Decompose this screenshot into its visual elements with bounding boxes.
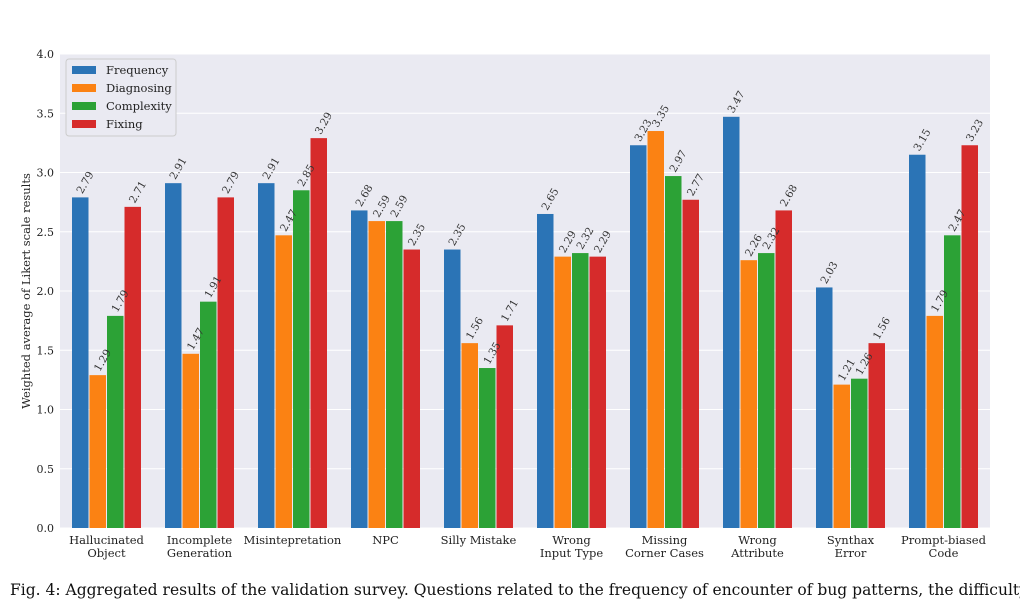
- bar-diagnosing: [554, 256, 571, 528]
- bar-fixing: [868, 343, 885, 528]
- x-tick-label: Corner Cases: [625, 546, 704, 560]
- x-tick-label: Synthax: [827, 533, 875, 547]
- y-tick-label: 1.0: [37, 404, 55, 417]
- y-tick-label: 3.0: [37, 167, 55, 180]
- bar-diagnosing: [275, 235, 292, 528]
- x-tick-label: Generation: [167, 546, 233, 560]
- bar-complexity: [944, 235, 961, 528]
- y-tick-label: 2.5: [37, 226, 55, 239]
- bar-frequency: [165, 183, 182, 529]
- y-tick-label: 0.0: [37, 522, 55, 535]
- bar-complexity: [665, 176, 682, 528]
- legend-swatch: [72, 120, 96, 128]
- bar-fixing: [496, 325, 513, 528]
- bar-diagnosing: [89, 375, 106, 528]
- bar-fixing: [124, 206, 141, 529]
- bar-fixing: [217, 197, 234, 528]
- bar-complexity: [386, 221, 403, 528]
- bar-diagnosing: [833, 384, 850, 528]
- bar-frequency: [351, 210, 368, 529]
- bar-chart: 2.791.291.792.712.911.471.912.792.912.47…: [19, 48, 990, 560]
- x-tick-label: Incomplete: [167, 533, 233, 547]
- bar-fixing: [403, 249, 420, 528]
- bar-diagnosing: [647, 131, 664, 528]
- y-tick-label: 4.0: [37, 48, 55, 61]
- y-tick-label: 1.5: [37, 344, 55, 357]
- legend-box: [65, 58, 177, 137]
- bar-frequency: [258, 183, 275, 529]
- bar-fixing: [310, 138, 327, 528]
- x-tick-label: NPC: [372, 533, 399, 547]
- x-tick-label: Object: [87, 546, 126, 560]
- x-tick-label: Misintepretation: [244, 533, 342, 547]
- bar-frequency: [909, 154, 926, 528]
- x-tick-label: Missing: [642, 533, 688, 547]
- legend: Frequency Diagnosing Complexity Fixing: [65, 58, 177, 137]
- bar-frequency: [630, 145, 647, 528]
- bar-frequency: [444, 249, 461, 528]
- bar-complexity: [572, 253, 589, 528]
- bar-fixing: [589, 256, 606, 528]
- legend-swatch: [72, 102, 96, 110]
- x-tick-label: Wrong: [738, 533, 777, 547]
- bar-diagnosing: [926, 315, 943, 528]
- bar-diagnosing: [182, 353, 199, 528]
- figure-caption: Fig. 4: Aggregated results of the valida…: [10, 581, 1020, 599]
- bar-frequency: [537, 213, 554, 528]
- bar-fixing: [682, 199, 699, 528]
- x-tick-label: Wrong: [552, 533, 591, 547]
- x-tick-label: Error: [835, 546, 867, 560]
- bar-frequency: [72, 197, 89, 528]
- legend-label: Fixing: [106, 117, 143, 131]
- x-tick-label: Input Type: [540, 546, 604, 560]
- bar-diagnosing: [368, 221, 385, 528]
- bar-complexity: [758, 253, 775, 528]
- x-tick-label: Attribute: [730, 546, 784, 560]
- y-tick-label: 0.5: [37, 463, 55, 476]
- bar-complexity: [479, 368, 496, 528]
- bar-frequency: [816, 287, 833, 528]
- legend-label: Diagnosing: [106, 81, 172, 95]
- x-tick-label: Code: [929, 546, 959, 560]
- y-axis-title: Weighted average of Likert scale results: [19, 173, 33, 409]
- y-tick-label: 3.5: [37, 107, 55, 120]
- bar-complexity: [293, 190, 310, 528]
- legend-swatch: [72, 84, 96, 92]
- bar-fixing: [961, 145, 978, 528]
- y-tick-label: 2.0: [37, 285, 55, 298]
- bar-diagnosing: [461, 343, 478, 528]
- legend-label: Frequency: [106, 63, 169, 77]
- bar-diagnosing: [740, 260, 757, 528]
- bar-complexity: [851, 378, 868, 528]
- bar-fixing: [775, 210, 792, 529]
- bar-complexity: [200, 301, 217, 528]
- bar-frequency: [723, 116, 740, 529]
- x-tick-label: Silly Mistake: [441, 533, 517, 547]
- legend-swatch: [72, 66, 96, 74]
- bar-complexity: [107, 315, 124, 528]
- x-tick-label: Prompt-biased: [901, 533, 987, 547]
- x-tick-label: Hallucinated: [69, 533, 144, 547]
- legend-label: Complexity: [106, 99, 172, 113]
